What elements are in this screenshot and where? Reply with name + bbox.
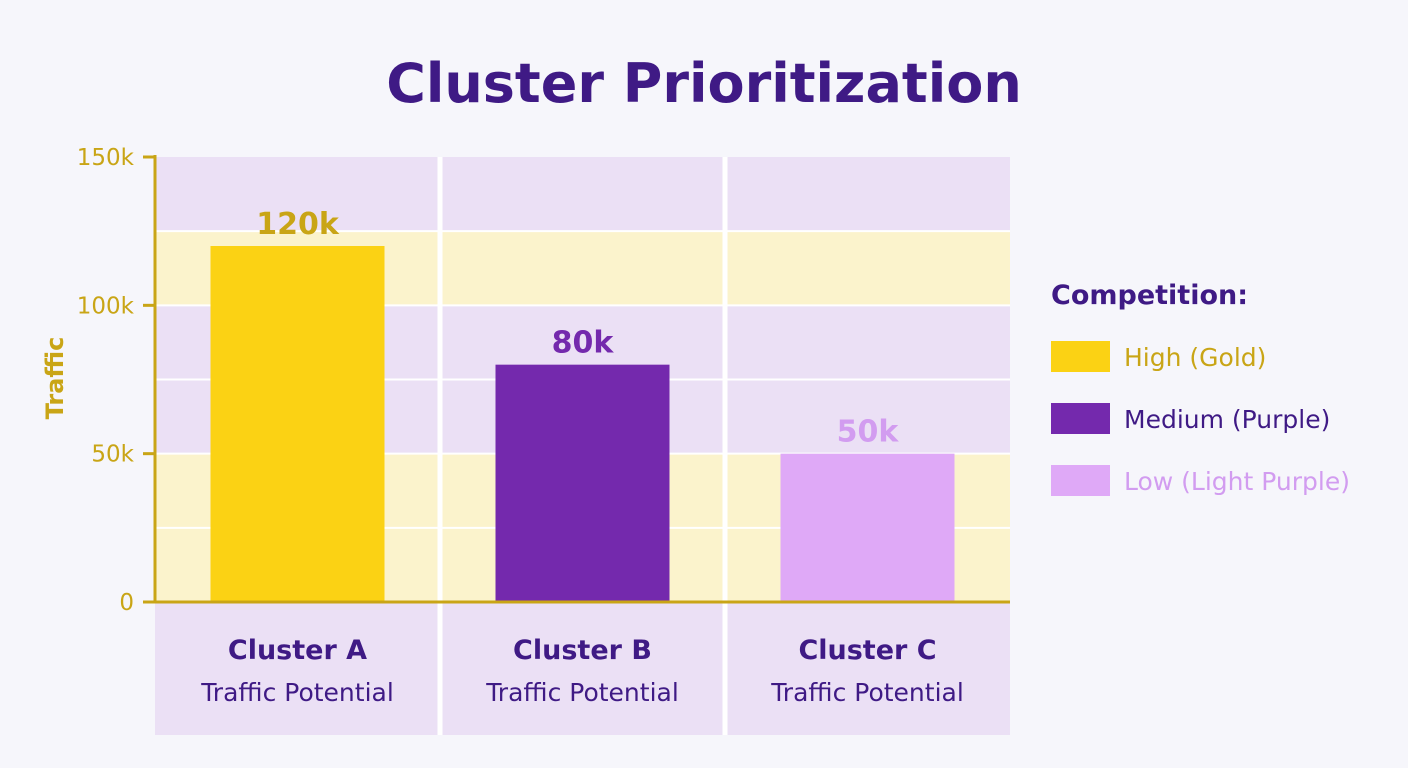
- category-subtitle: Traffic Potential: [485, 678, 679, 707]
- legend-swatch: [1051, 341, 1110, 372]
- value-label: 80k: [552, 326, 615, 361]
- category-name: Cluster A: [228, 635, 367, 666]
- category-panels: [155, 602, 1010, 735]
- background-band: [155, 157, 1010, 232]
- legend: Competition: High (Gold) Medium (Purple) Lo…: [1051, 280, 1350, 496]
- y-axis: 0 50k 100k 150k: [77, 145, 1010, 616]
- legend-label: Medium (Purple): [1124, 405, 1330, 434]
- y-tick-label: 50k: [91, 442, 134, 468]
- legend-label: Low (Light Purple): [1124, 467, 1350, 496]
- y-tick-label: 100k: [77, 293, 135, 319]
- category-subtitle: Traffic Potential: [200, 678, 394, 707]
- y-tick-label: 150k: [77, 145, 135, 171]
- category-panel-area: [155, 602, 1010, 735]
- chart-title: Cluster Prioritization: [386, 52, 1022, 115]
- y-tick-label: 0: [119, 590, 134, 616]
- bars: [210, 246, 955, 602]
- category-subtitle: Traffic Potential: [770, 678, 964, 707]
- bar-a: [210, 246, 385, 602]
- category-labels: Cluster A Traffic Potential Cluster B Traff…: [200, 635, 964, 707]
- legend-swatch: [1051, 403, 1110, 434]
- category-name: Cluster B: [513, 635, 652, 666]
- value-label: 120k: [256, 207, 340, 242]
- legend-label: High (Gold): [1124, 343, 1266, 372]
- value-labels: 120k 80k 50k: [256, 207, 899, 450]
- bar-b: [495, 364, 670, 602]
- y-axis-label: Traffic: [41, 337, 69, 420]
- legend-swatch: [1051, 465, 1110, 496]
- category-name: Cluster C: [798, 635, 936, 666]
- value-label: 50k: [837, 415, 900, 450]
- legend-title: Competition:: [1051, 280, 1248, 311]
- bar-c: [780, 453, 955, 602]
